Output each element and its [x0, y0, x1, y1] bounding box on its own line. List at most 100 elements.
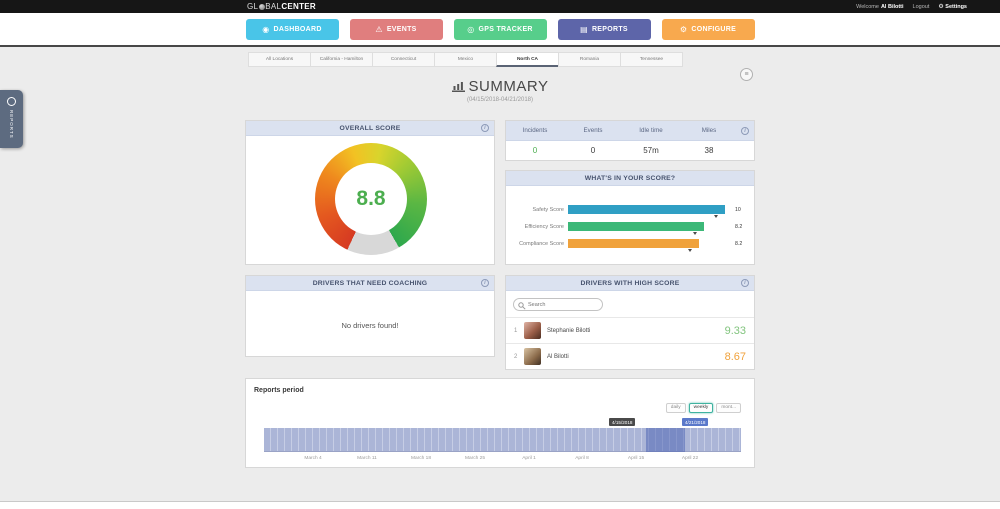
high-score-card: DRIVERS WITH HIGH SCORE i 1 Stephanie Bi…: [505, 275, 755, 370]
nav-gps-tracker-button[interactable]: ◎ GPS TRACKER: [453, 18, 547, 40]
axis-label: March 4: [304, 456, 322, 461]
tab-all-locations[interactable]: All Locations: [248, 52, 311, 67]
score-gauge: 8.8: [315, 143, 427, 255]
score-breakdown-card: WHAT'S IN YOUR SCORE? Safety Score 10 Ef…: [505, 170, 755, 265]
tab-romania[interactable]: Romania: [558, 52, 621, 67]
coaching-card: DRIVERS THAT NEED COACHING i No drivers …: [245, 275, 495, 357]
stat-value-idle-time: 57m: [643, 146, 659, 155]
driver-rank: 2: [514, 353, 518, 360]
info-icon[interactable]: i: [741, 279, 749, 287]
driver-list: 1 Stephanie Bilotti 9.33 2 Al Bilotti 8.…: [506, 317, 754, 369]
score-label: Efficiency Score: [524, 223, 564, 230]
reports-period-title: Reports period: [254, 387, 304, 394]
card-title: WHAT'S IN YOUR SCORE?: [584, 174, 676, 182]
score-label: Compliance Score: [519, 240, 564, 247]
reports-period-card: Reports period daily weekly mont... 4/15…: [245, 378, 755, 468]
date-range: (04/15/2018-04/21/2018): [466, 97, 534, 103]
gear-icon: ⚙: [938, 4, 944, 10]
score-bar: [568, 222, 705, 235]
globe-icon: [258, 3, 265, 10]
stat-header-idle-time: Idle time: [639, 127, 663, 134]
overall-score-card: OVERALL SCORE i 8.8: [245, 120, 495, 265]
tab-tennessee[interactable]: Tennessee: [620, 52, 683, 67]
settings-link[interactable]: ⚙ Settings: [938, 4, 967, 10]
timeline-axis: March 4 March 11 March 18 March 25 April…: [246, 456, 756, 466]
card-header: OVERALL SCORE i: [246, 121, 494, 136]
range-daily-button[interactable]: daily: [665, 403, 686, 413]
nav-events-button[interactable]: ⚠ EVENTS: [349, 18, 443, 40]
stat-value-incidents: 0: [532, 146, 538, 155]
axis-label: March 25: [465, 456, 485, 461]
range-monthly-button[interactable]: mont...: [716, 403, 741, 413]
tab-mexico[interactable]: Mexico: [434, 52, 497, 67]
dashboard-icon: ◉: [262, 24, 270, 34]
driver-rank: 1: [514, 327, 518, 334]
driver-score: 9.33: [724, 324, 746, 337]
app-logo: GL BALCENTER: [247, 2, 316, 11]
score-track: [568, 222, 732, 235]
driver-score: 8.67: [724, 350, 746, 363]
warning-icon: ⚠: [375, 24, 383, 34]
content-area: All Locations California - Hamilton Conn…: [0, 47, 1000, 501]
grid-toggle-button[interactable]: ≡: [740, 68, 753, 81]
stat-value-events: 0: [590, 146, 596, 155]
card-title: DRIVERS THAT NEED COACHING: [312, 279, 428, 287]
info-icon[interactable]: i: [741, 127, 749, 135]
stat-value-miles: 38: [704, 146, 714, 155]
driver-name: Stephanie Bilotti: [547, 327, 591, 334]
nav-reports-button[interactable]: ▤ REPORTS: [557, 18, 651, 40]
score-track: [568, 239, 732, 252]
range-weekly-button[interactable]: weekly: [688, 403, 714, 413]
nav-configure-button[interactable]: ⚙ CONFIGURE: [661, 18, 755, 40]
timeline-band[interactable]: [264, 428, 741, 452]
search-icon: [518, 302, 526, 310]
gauge-value: 8.8: [356, 187, 386, 210]
stat-header-miles: Miles: [701, 127, 717, 134]
logo-prefix: GL: [247, 2, 259, 11]
card-title: OVERALL SCORE: [339, 124, 401, 132]
score-row-safety: Safety Score 10: [514, 201, 746, 218]
card-header: DRIVERS THAT NEED COACHING i: [246, 276, 494, 291]
selected-range[interactable]: [646, 428, 685, 452]
score-value: 8.2: [735, 240, 743, 247]
search-input[interactable]: [528, 300, 598, 309]
chart-icon: [451, 82, 465, 92]
driver-row[interactable]: 1 Stephanie Bilotti 9.33: [506, 317, 754, 343]
stats-card: Incidents Events Idle time Miles i 0 0 5…: [505, 120, 755, 161]
driver-row[interactable]: 2 Al Bilotti 8.67: [506, 343, 754, 369]
stats-header: Incidents Events Idle time Miles i: [506, 121, 754, 141]
gps-target-icon: ◎: [467, 24, 475, 34]
card-header: DRIVERS WITH HIGH SCORE i: [506, 276, 754, 291]
gauge-center: 8.8: [335, 163, 407, 235]
stat-header-incidents: Incidents: [522, 127, 548, 134]
card-title: DRIVERS WITH HIGH SCORE: [580, 279, 680, 287]
stat-header-events: Events: [583, 127, 603, 134]
axis-label: March 11: [357, 456, 377, 461]
score-label: Safety Score: [532, 206, 565, 213]
axis-label: April 1: [522, 456, 536, 461]
main-nav: ◉ DASHBOARD ⚠ EVENTS ◎ GPS TRACKER ▤ REPORTS…: [0, 13, 1000, 47]
score-row-efficiency: Efficiency Score 8.2: [514, 218, 746, 235]
reports-drawer-handle[interactable]: REPORTS: [0, 90, 23, 148]
axis-label: April 8: [575, 456, 589, 461]
score-row-compliance: Compliance Score 8.2: [514, 235, 746, 252]
tab-north-ca[interactable]: North CA: [496, 52, 559, 67]
axis-label: March 18: [411, 456, 431, 461]
range-end-tooltip: 4/21/2018: [682, 418, 709, 426]
range-buttons: daily weekly mont...: [665, 403, 741, 413]
logo-mid: BAL: [265, 2, 282, 11]
topbar-right: Welcome Al Bilotti Logout ⚙ Settings: [856, 3, 967, 11]
empty-message: No drivers found!: [341, 321, 399, 330]
nav-dashboard-button[interactable]: ◉ DASHBOARD: [245, 18, 339, 40]
logout-link[interactable]: Logout: [912, 3, 930, 10]
report-file-icon: ▤: [580, 24, 588, 34]
range-start-tooltip: 4/15/2018: [609, 418, 636, 426]
info-icon[interactable]: i: [481, 279, 489, 287]
avatar: [524, 322, 541, 339]
avatar: [524, 348, 541, 365]
score-track: [568, 205, 732, 218]
card-header: WHAT'S IN YOUR SCORE?: [506, 171, 754, 186]
info-icon[interactable]: i: [481, 124, 489, 132]
tab-connecticut[interactable]: Connecticut: [372, 52, 435, 67]
tab-california-hamilton[interactable]: California - Hamilton: [310, 52, 373, 67]
